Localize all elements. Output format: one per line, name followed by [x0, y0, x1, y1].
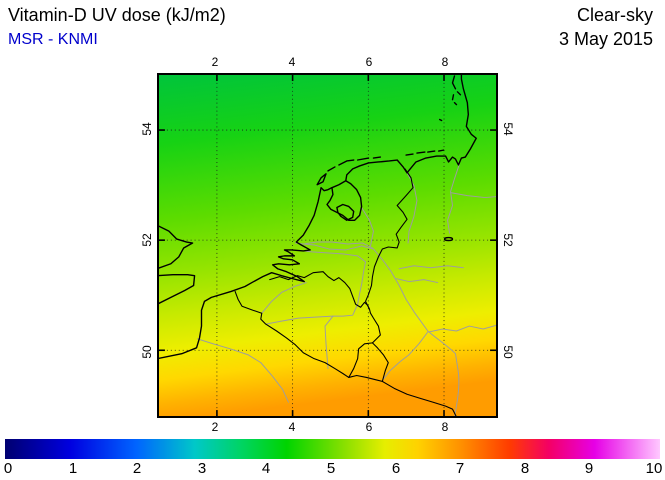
lat-tick-label: 54	[501, 122, 515, 136]
lon-tick-label: 6	[365, 420, 373, 434]
river-scheldt	[261, 282, 307, 314]
border-lu-de	[371, 342, 389, 382]
coast-england-kent	[159, 273, 196, 305]
frame-ticks	[159, 75, 496, 416]
river-lahn	[428, 324, 496, 333]
border-fr-lu	[348, 374, 383, 382]
source-label: MSR - KNMI	[8, 31, 98, 48]
colorbar-tick-label: 7	[455, 460, 465, 477]
lat-tick-label: 50	[140, 345, 154, 359]
river-somme	[197, 338, 262, 364]
border-be-fr	[234, 290, 350, 378]
page-title: Vitamin-D UV dose (kJ/m2)	[8, 5, 226, 25]
coastline	[159, 75, 477, 359]
river-aller	[450, 192, 496, 199]
border-be-nl	[269, 271, 371, 310]
border-nl-de	[365, 168, 414, 310]
map-canvas	[159, 75, 496, 416]
coast-continental	[159, 75, 477, 359]
colorbar-tick-label: 5	[326, 460, 336, 477]
colorbar-tick-label: 2	[132, 460, 142, 477]
sky-condition-label: Clear-sky	[576, 5, 653, 25]
lon-tick-label: 8	[441, 420, 449, 434]
map-frame	[157, 73, 498, 418]
river-sambre	[265, 315, 334, 325]
river-lek	[302, 241, 373, 249]
border-fr-de	[381, 380, 457, 416]
lat-tick-label: 52	[501, 233, 515, 247]
colorbar-tick-label: 1	[68, 460, 78, 477]
lon-tick-label: 2	[211, 55, 219, 69]
border-be-de	[368, 308, 381, 344]
colorbar-tick-label: 3	[197, 460, 207, 477]
colorbar-tick-label: 0	[3, 460, 13, 477]
coast-wadden-islands	[316, 75, 462, 186]
river-weser	[447, 163, 460, 234]
coast-ijsselmeer	[326, 180, 363, 221]
river-lippe	[398, 265, 464, 270]
river-rhine-waal	[294, 242, 460, 416]
coast-england-essex	[159, 225, 194, 269]
lake-duemmer	[443, 236, 454, 242]
river-ems	[406, 172, 418, 244]
lon-tick-label: 8	[441, 55, 449, 69]
country-borders	[234, 168, 457, 416]
colorbar-gradient	[5, 439, 660, 459]
river-maas	[302, 250, 367, 370]
river-oise	[260, 362, 289, 403]
lon-tick-label: 4	[288, 55, 296, 69]
lon-tick-label: 2	[211, 420, 219, 434]
colorbar-tick-label: 6	[391, 460, 401, 477]
lon-tick-label: 6	[365, 55, 373, 69]
river-moselle	[381, 331, 429, 381]
lat-tick-label: 54	[140, 122, 154, 136]
border-lu-be	[348, 342, 374, 378]
river-ruhr	[395, 278, 439, 284]
coast-flevoland-polder	[336, 203, 355, 221]
date-label: 3 May 2015	[558, 29, 653, 49]
colorbar-tick-label: 9	[584, 460, 594, 477]
lon-tick-label: 4	[288, 420, 296, 434]
rivers	[197, 163, 496, 416]
lat-tick-label: 52	[140, 233, 154, 247]
colorbar-tick-label: 10	[645, 460, 663, 477]
river-ijssel	[361, 206, 374, 247]
colorbar-tick-label: 4	[261, 460, 271, 477]
lat-tick-label: 50	[501, 345, 515, 359]
colorbar-tick-label: 8	[520, 460, 530, 477]
